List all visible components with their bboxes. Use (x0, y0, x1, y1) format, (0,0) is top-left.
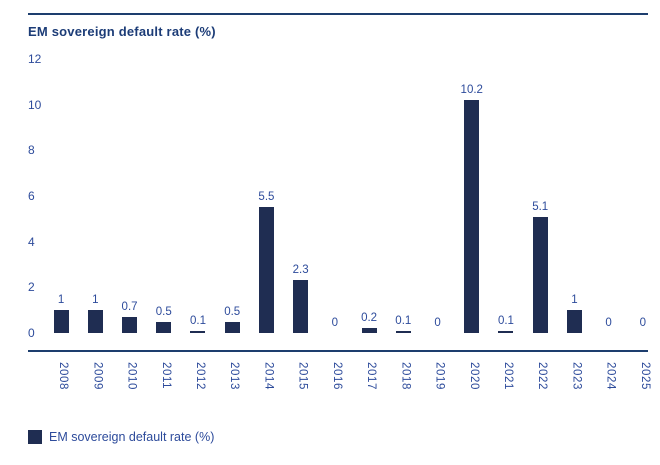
bar-value-label: 1 (92, 294, 99, 307)
bar-value-label: 0 (605, 317, 612, 329)
x-axis-tick-label: 2020 (467, 362, 480, 390)
top-divider (28, 13, 648, 15)
bar-value-label: 0.2 (361, 312, 378, 325)
bar-value-label: 2.3 (292, 264, 309, 277)
bar-value-label: 1 (57, 294, 65, 307)
bar (566, 310, 582, 333)
bar-value-label: 1 (571, 294, 578, 307)
x-axis-tick-label: 2010 (125, 362, 138, 390)
bar (87, 310, 103, 333)
x-axis-tick-label: 2008 (57, 362, 70, 390)
bar-value-label: 0.7 (121, 301, 138, 314)
bar (224, 321, 240, 333)
y-axis-tick-label: 6 (28, 189, 35, 204)
bar-value-label: 5.1 (532, 200, 549, 213)
bar (258, 207, 274, 333)
y-axis-tick-label: 12 (28, 52, 42, 67)
bar-value-label: 5.5 (258, 191, 275, 204)
x-axis-tick-label: 2019 (433, 362, 446, 390)
x-axis-tick-label: 2018 (399, 362, 412, 390)
chart-title: EM sovereign default rate (%) (28, 24, 216, 39)
bar (190, 330, 206, 333)
x-axis-tick-label: 2025 (638, 362, 651, 390)
y-axis-tick-label: 4 (28, 234, 35, 249)
bar-value-label: 0.1 (395, 314, 412, 327)
x-axis-tick-label: 2023 (570, 362, 583, 390)
bar (395, 330, 411, 333)
bar (293, 280, 309, 333)
bar (464, 100, 480, 333)
x-axis-tick-label: 2017 (365, 362, 378, 390)
x-axis-line (28, 350, 648, 352)
bar-value-label: 0 (434, 317, 441, 329)
x-axis-tick-label: 2015 (296, 362, 309, 390)
bar (122, 317, 138, 333)
bar-value-label: 0.5 (155, 305, 172, 318)
y-axis-tick-label: 8 (28, 143, 35, 158)
bar-value-label: 0 (331, 317, 339, 329)
bar (156, 321, 172, 333)
x-axis-tick-label: 2009 (91, 362, 104, 390)
x-axis-tick-label: 2011 (159, 362, 172, 390)
legend-swatch (28, 430, 42, 444)
x-axis-tick-label: 2012 (193, 362, 206, 390)
legend: EM sovereign default rate (%) (28, 430, 214, 444)
bar (532, 216, 548, 333)
bar (498, 330, 514, 333)
bar-value-label: 10.2 (460, 84, 483, 97)
legend-label: EM sovereign default rate (%) (49, 430, 215, 444)
bar-value-label: 0.5 (224, 305, 241, 318)
bar (53, 310, 69, 333)
x-axis-tick-label: 2013 (228, 362, 241, 390)
y-axis-tick-label: 10 (28, 97, 42, 112)
x-axis-tick-label: 2021 (501, 362, 514, 390)
x-axis-tick-label: 2014 (262, 362, 275, 390)
x-axis-tick-label: 2024 (604, 362, 617, 390)
y-axis-tick-label: 0 (28, 326, 35, 340)
bar-value-label: 0.1 (497, 314, 514, 327)
y-axis-tick-label: 2 (28, 280, 35, 295)
bar (361, 328, 377, 333)
bar-value-label: 0.1 (189, 314, 206, 327)
bar-value-label: 0 (639, 317, 647, 329)
x-axis-tick-label: 2022 (536, 362, 549, 390)
x-axis-tick-label: 2016 (330, 362, 343, 390)
